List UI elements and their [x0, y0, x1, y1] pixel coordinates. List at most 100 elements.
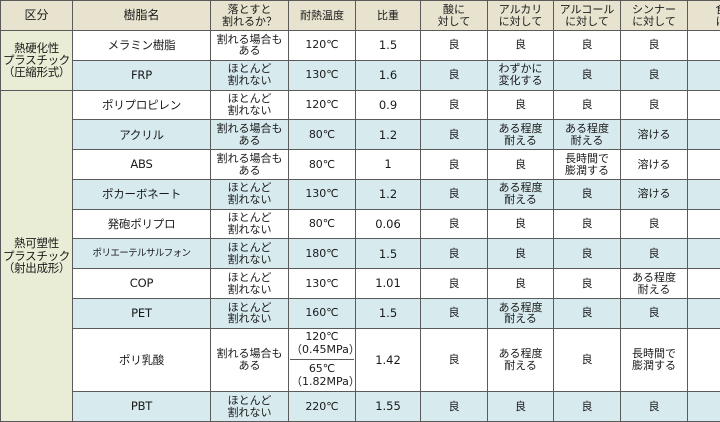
edible-oil-resistance-cell: 良 [687, 391, 720, 422]
breakage-cell-line: 割れない [227, 312, 272, 326]
alkali-resistance-cell-line: 耐える [504, 358, 537, 372]
resin-name-cell: COP [72, 268, 211, 300]
breakage-cell-line: 割れる場合も [216, 151, 283, 165]
column-header-alkali-line2: に対して [498, 14, 543, 28]
thinner-resistance-cell-line: 溶ける [637, 127, 671, 141]
edible-oil-resistance-cell: 良 [687, 89, 720, 121]
alcohol-resistance-cell: 良 [553, 327, 621, 393]
table-row: 熱硬化性 プラスチック （圧縮形式） メラミン樹脂 割れる場合も ある 120℃ 1.5 良良良… [0, 30, 720, 91]
acid-resistance-cell: 良 [420, 30, 488, 61]
edible-oil-resistance-cell: 良 [687, 238, 720, 270]
column-header-thinner-line1: シンナー [632, 2, 676, 16]
breakage-cell-line: ほとんど [227, 92, 272, 106]
heat-temp-cell: 80℃ [288, 119, 356, 151]
alkali-resistance-cell: ある程度 耐える [487, 327, 554, 393]
thinner-resistance-cell-line: 膨潤する [632, 358, 676, 372]
category-line1: 熱可塑性 [14, 236, 59, 251]
edible-oil-resistance-cell: 良 [687, 30, 720, 61]
thinner-resistance-cell: ある程度 耐える [620, 268, 688, 300]
column-header-breakage-line2: 割れるか？ [222, 14, 277, 28]
thinner-resistance-cell: 良 [620, 298, 688, 329]
specific-gravity-cell: 1.42 [355, 327, 421, 393]
edible-oil-resistance-cell: 良 [687, 208, 720, 240]
edible-oil-resistance-cell-line: 良 [689, 218, 720, 230]
resin-name-cell: ABS [72, 149, 211, 180]
alkali-resistance-cell-line: ある程度 [498, 347, 543, 361]
thinner-resistance-cell-line: 溶ける [637, 187, 671, 201]
specific-gravity-cell: 1.2 [355, 119, 421, 151]
heat-temp-cell: 130℃ [288, 59, 356, 91]
column-header-alkali-line1: アルカリ [498, 2, 543, 16]
breakage-cell: ほとんど 割れない [210, 208, 289, 240]
thinner-resistance-cell-line: 良 [648, 217, 660, 231]
column-header-kubun: 区分 [0, 0, 73, 31]
breakage-cell: 割れる場合も ある [210, 327, 289, 393]
breakage-cell-line: 割れる場合も [216, 32, 283, 46]
alcohol-resistance-cell-line: ある程度 [565, 121, 609, 135]
alkali-resistance-cell: ある程度 耐える [487, 178, 554, 210]
thinner-resistance-cell-line: 良 [648, 38, 660, 52]
heat-temp-cell: 130℃ [288, 268, 356, 300]
alcohol-resistance-cell-line: 良 [581, 38, 593, 52]
thinner-resistance-cell: 溶ける [620, 178, 688, 210]
specific-gravity-cell: 0.06 [355, 208, 421, 240]
alkali-resistance-cell: 良 [487, 149, 554, 180]
edible-oil-resistance-cell-line: 良 [689, 248, 720, 260]
acid-resistance-cell: 良 [420, 268, 488, 300]
alcohol-resistance-cell: ある程度 耐える [553, 119, 621, 151]
alkali-resistance-cell-line: 耐える [504, 133, 537, 147]
heat-temp-cell-split: 120℃ （0.45MPa） 65℃ （1.82MPa） [288, 327, 356, 393]
edible-oil-resistance-cell: 良 [687, 59, 720, 91]
breakage-cell-line: 割れない [227, 193, 272, 207]
acid-resistance-cell-line: 良 [448, 217, 460, 231]
column-header-acid: 酸に 対して [420, 0, 488, 31]
specific-gravity-cell: 1.6 [355, 59, 421, 91]
alkali-resistance-cell-line: ある程度 [498, 121, 543, 135]
column-header-edible-oil-line2: に対して [689, 15, 720, 28]
edible-oil-resistance-cell-line: 良 [689, 278, 720, 290]
column-header-acid-line1: 酸に [443, 2, 465, 16]
thinner-resistance-cell-line: 溶ける [637, 157, 671, 171]
breakage-cell-line: ある [238, 44, 261, 58]
category-line3: （射出成形） [2, 260, 71, 275]
thinner-resistance-cell: 溶ける [620, 119, 688, 151]
alkali-resistance-cell: 良 [487, 30, 554, 61]
acid-resistance-cell: 良 [420, 178, 488, 210]
breakage-cell-line: ほとんど [227, 240, 272, 254]
heat-temp-sub-b: 65℃ （1.82MPa） [290, 360, 354, 391]
acid-resistance-cell-line: 良 [448, 98, 460, 112]
resin-name-cell: PET [72, 298, 211, 329]
acid-resistance-cell-line: 良 [448, 187, 460, 201]
acid-resistance-cell: 良 [420, 327, 488, 393]
breakage-cell-line: 割れる場合も [216, 347, 283, 361]
alkali-resistance-cell-line: 良 [515, 98, 526, 112]
column-header-specific-gravity: 比重 [355, 0, 421, 31]
acid-resistance-cell-line: 良 [448, 246, 460, 260]
alcohol-resistance-cell-line: 良 [581, 187, 593, 201]
resin-name-cell: PBT [72, 391, 211, 422]
edible-oil-resistance-cell-line: 良 [689, 188, 720, 200]
alkali-resistance-cell-line: 良 [515, 38, 526, 52]
edible-oil-resistance-cell: 良 [687, 178, 720, 210]
alcohol-resistance-cell: 良 [553, 298, 621, 329]
alcohol-resistance-cell: 長時間で 膨潤する [553, 149, 621, 180]
breakage-cell-line: 割れない [227, 74, 272, 88]
column-header-heat-temp: 耐熱温度 [288, 0, 356, 31]
resin-name-cell: ポリ乳酸 [72, 327, 211, 393]
alcohol-resistance-cell-line: 良 [581, 217, 593, 231]
thinner-resistance-cell-line: 良 [648, 399, 660, 413]
acid-resistance-cell: 良 [420, 391, 488, 422]
alcohol-resistance-cell: 良 [553, 59, 621, 91]
heat-temp-cell: 80℃ [288, 208, 356, 240]
acid-resistance-cell: 良 [420, 238, 488, 270]
edible-oil-resistance-cell-line: 良 [689, 401, 720, 413]
column-header-alcohol-line1: アルコール [559, 2, 615, 16]
breakage-cell-line: 割れる場合も [216, 121, 283, 135]
alkali-resistance-cell: 良 [487, 238, 554, 270]
edible-oil-resistance-cell: 良 [687, 268, 720, 300]
alcohol-resistance-cell-line: 良 [581, 353, 593, 366]
specific-gravity-cell: 1.01 [355, 268, 421, 300]
column-header-edible-oil: 食用油類 に対して [687, 0, 720, 31]
